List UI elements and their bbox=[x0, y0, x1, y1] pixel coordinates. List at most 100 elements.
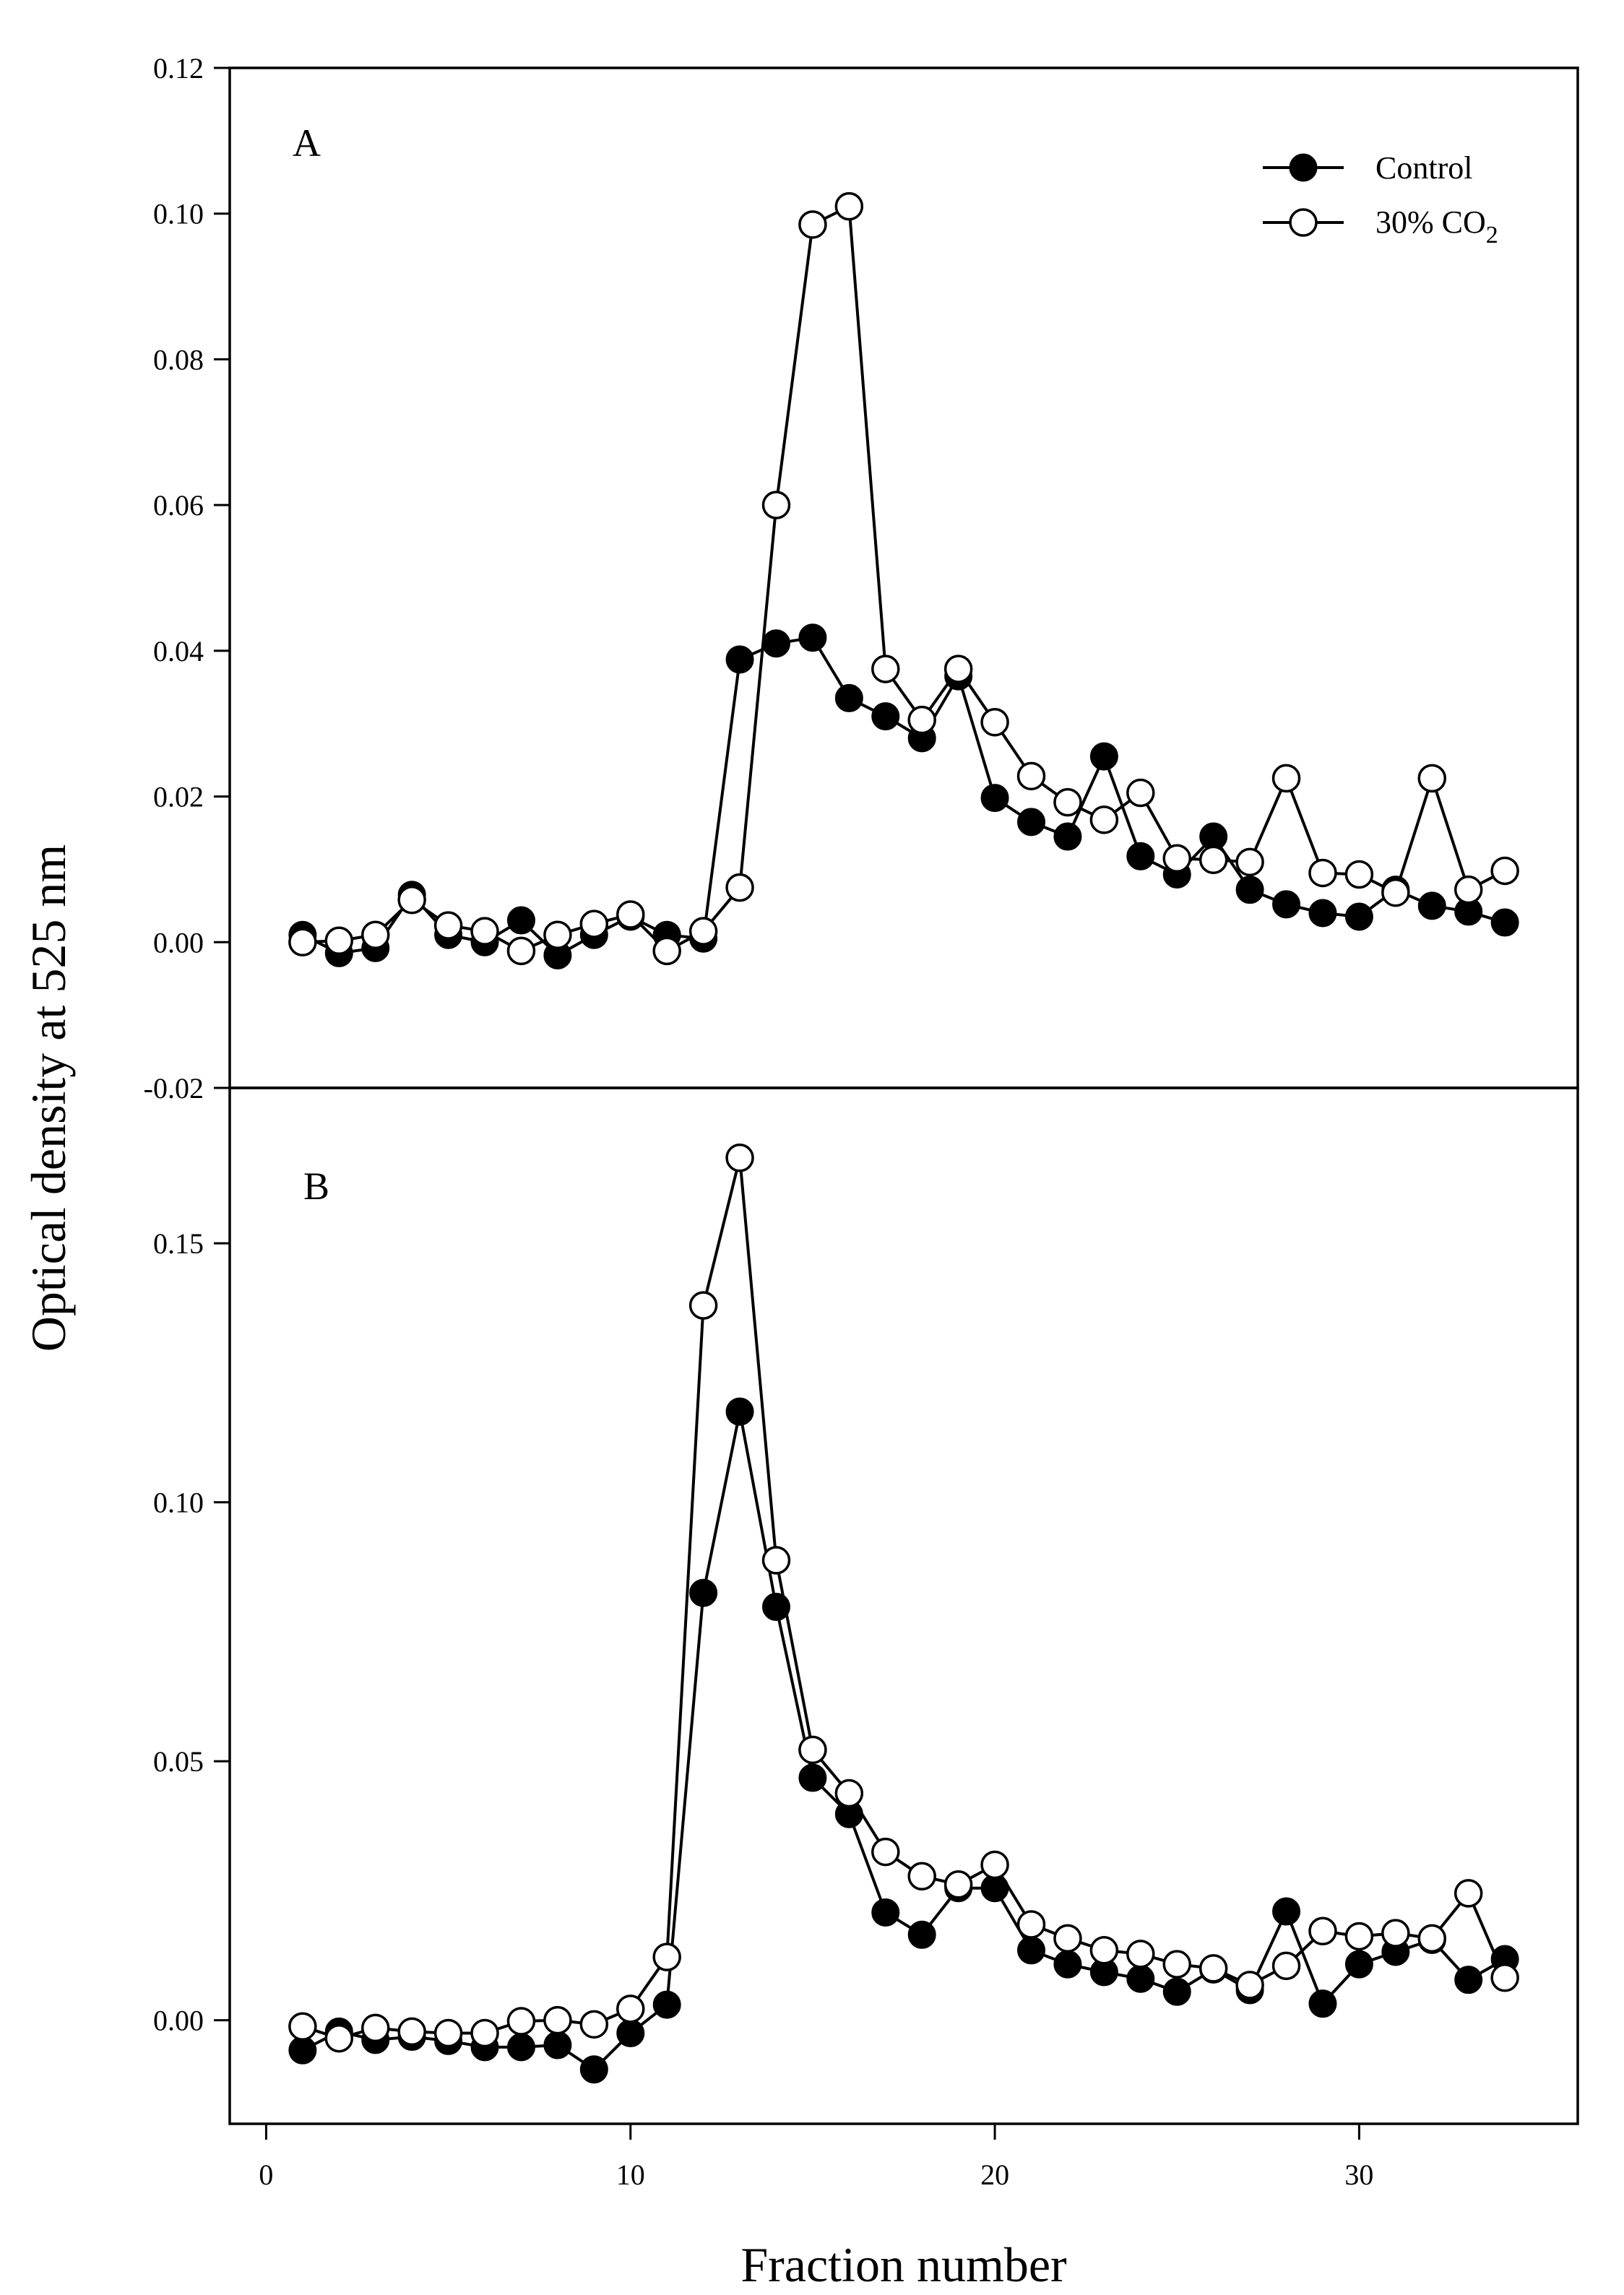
panel-b-control-point-10 bbox=[616, 2019, 645, 2048]
panel-a-co2-point-18 bbox=[907, 705, 936, 735]
panel-a-control-point-14 bbox=[761, 629, 790, 658]
panel-b-series bbox=[288, 1144, 1519, 2084]
panel-b-control-point-21 bbox=[1017, 1936, 1046, 1965]
panel-a-co2-point-13 bbox=[725, 873, 754, 902]
panel-a-control-point-23 bbox=[1089, 742, 1118, 771]
panel-a-co2-point-32 bbox=[1417, 764, 1447, 793]
panel-a-co2-point-33 bbox=[1454, 875, 1483, 904]
panel-b-control-point-8 bbox=[543, 2031, 572, 2060]
panel-b-co2-point-30 bbox=[1344, 1922, 1374, 1951]
panel-b-co2-point-4 bbox=[397, 2017, 426, 2047]
panel-b-co2-point-1 bbox=[288, 2012, 317, 2041]
panel-a-y-tick-label-0.00: 0.00 bbox=[153, 926, 204, 959]
panel-a-y-tick-label-0.10: 0.10 bbox=[153, 198, 204, 230]
panel-a-control-line bbox=[301, 636, 1506, 957]
panel-b-control-point-24 bbox=[1126, 1964, 1155, 1993]
panel-a-co2-point-21 bbox=[1016, 761, 1046, 791]
panel-b-frame bbox=[228, 1086, 1579, 2125]
panel-a-control-point-30 bbox=[1344, 902, 1373, 931]
panel-a-co2-point-8 bbox=[543, 920, 572, 949]
panel-b-control-point-18 bbox=[907, 1920, 936, 1949]
panel-a-co2-line bbox=[302, 204, 1506, 953]
panel-a-co2-point-1 bbox=[288, 928, 317, 957]
panel-b-co2-point-21 bbox=[1016, 1910, 1046, 1939]
legend-co2-label-sub: 2 bbox=[1486, 222, 1498, 248]
panel-a-co2-point-22 bbox=[1053, 787, 1082, 817]
panel-a-co2-point-27 bbox=[1235, 847, 1264, 877]
panel-b-co2-point-14 bbox=[761, 1546, 791, 1575]
panel-b-control-point-15 bbox=[798, 1763, 827, 1792]
panel-a-co2-point-20 bbox=[980, 707, 1009, 737]
panel-b-control-point-17 bbox=[871, 1898, 900, 1927]
panel-a-control-point-27 bbox=[1235, 876, 1264, 904]
panel-b-control-point-33 bbox=[1454, 1966, 1483, 1994]
panel-a-y-tick-label-0.08: 0.08 bbox=[153, 343, 204, 376]
panel-b-control-point-11 bbox=[652, 1990, 681, 2019]
panel-b-co2-point-29 bbox=[1308, 1916, 1337, 1946]
panel-a-co2-point-6 bbox=[470, 917, 499, 946]
panel-a-control-point-32 bbox=[1417, 891, 1446, 920]
panel-b-co2-point-11 bbox=[652, 1942, 681, 1971]
panel-b-y-tick-label-0.05: 0.05 bbox=[153, 1745, 204, 1778]
panel-b-control-point-13 bbox=[725, 1397, 754, 1426]
panel-b-letter: B bbox=[303, 1164, 329, 1208]
legend-control-label: Control bbox=[1375, 150, 1472, 186]
panel-a-control-point-15 bbox=[798, 623, 827, 652]
panel-a-control-point-28 bbox=[1272, 890, 1301, 919]
panel-b-co2-point-19 bbox=[943, 1870, 973, 1899]
panel-a-y-tick-label-0.02: 0.02 bbox=[153, 781, 204, 813]
panel-a-y-tick-label--0.02: -0.02 bbox=[144, 1072, 204, 1105]
panel-b-y-tick-label-0.10: 0.10 bbox=[153, 1487, 204, 1519]
panel-a-co2-point-10 bbox=[616, 900, 645, 929]
panel-b-co2-point-9 bbox=[579, 2010, 609, 2039]
panel-b-control-point-7 bbox=[506, 2033, 535, 2062]
panel-b-co2-point-18 bbox=[907, 1862, 936, 1891]
panel-a-co2-point-14 bbox=[761, 490, 791, 519]
panel-b-control-point-29 bbox=[1308, 1989, 1337, 2018]
panel-b-co2-point-13 bbox=[725, 1144, 754, 1172]
panel-a-co2-point-4 bbox=[397, 886, 426, 915]
legend-co2-marker bbox=[1289, 208, 1318, 237]
panel-b-control-point-25 bbox=[1162, 1977, 1191, 2006]
panel-b-control-point-1 bbox=[288, 2036, 317, 2065]
legend-co2-label: 30% CO2 bbox=[1375, 204, 1498, 248]
panel-b-co2-point-28 bbox=[1271, 1951, 1301, 1981]
panel-a-co2-point-28 bbox=[1271, 764, 1301, 793]
panel-a-co2-point-5 bbox=[433, 911, 463, 940]
panel-b-co2-point-17 bbox=[871, 1837, 900, 1867]
panel-a-control-point-24 bbox=[1126, 842, 1155, 870]
panel-a-letter: A bbox=[293, 121, 321, 165]
panel-a-control-point-20 bbox=[980, 784, 1009, 813]
panel-a-control-point-22 bbox=[1053, 822, 1082, 851]
panel-b-co2-point-8 bbox=[543, 2005, 572, 2035]
panel-a-control-point-17 bbox=[871, 702, 900, 731]
panel-b-co2-point-20 bbox=[980, 1850, 1009, 1880]
panel-a-co2-point-25 bbox=[1162, 844, 1191, 873]
panel-a-co2-point-26 bbox=[1198, 845, 1228, 875]
panel-b-axes: 0.00 0.05 0.10 0.15 bbox=[153, 1227, 230, 2037]
panel-b-co2-point-2 bbox=[324, 2023, 354, 2053]
y-axis-title: Optical density at 525 nm bbox=[21, 844, 76, 1352]
panel-b-co2-point-3 bbox=[360, 2013, 390, 2043]
panel-a-control-point-34 bbox=[1490, 908, 1519, 937]
x-tick-label-0: 0 bbox=[259, 2158, 273, 2191]
panel-b-control-point-22 bbox=[1053, 1950, 1082, 1979]
panel-b-co2-point-6 bbox=[470, 2018, 499, 2048]
panel-b-co2-point-33 bbox=[1454, 1879, 1483, 1908]
panel-b-co2-point-23 bbox=[1089, 1936, 1119, 1965]
panel-b-control-point-14 bbox=[761, 1592, 790, 1621]
panel-a-co2-point-29 bbox=[1308, 858, 1337, 888]
panel-a-co2-point-31 bbox=[1381, 878, 1410, 907]
panel-a-co2-point-9 bbox=[579, 909, 609, 938]
panel-b-co2-point-7 bbox=[506, 2007, 536, 2036]
panel-a-series bbox=[288, 191, 1519, 969]
panel-b-co2-point-34 bbox=[1490, 1963, 1519, 1992]
panel-a-co2-point-30 bbox=[1344, 860, 1374, 889]
panel-b-co2-point-26 bbox=[1198, 1954, 1228, 1983]
panel-b-co2-point-15 bbox=[798, 1735, 827, 1765]
panel-a-co2-point-34 bbox=[1490, 856, 1519, 886]
panel-a-control-point-29 bbox=[1308, 899, 1337, 928]
panel-a-co2-point-2 bbox=[324, 926, 354, 956]
x-tick-label-30: 30 bbox=[1344, 2158, 1373, 2191]
